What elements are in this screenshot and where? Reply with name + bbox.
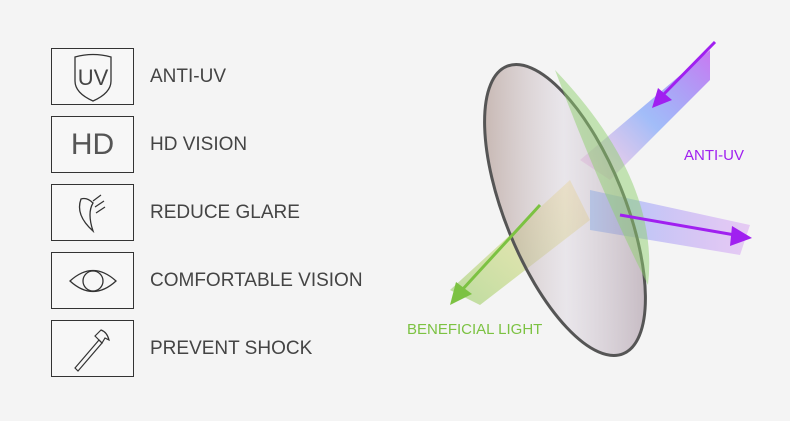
anti-uv-label: ANTI-UV: [684, 147, 744, 164]
feature-label: COMFORTABLE VISION: [150, 270, 363, 291]
eye-icon: [68, 269, 117, 292]
uv-shield-icon: UV: [73, 53, 112, 102]
beneficial-light-label: BENEFICIAL LIGHT: [407, 321, 543, 338]
feature-box-reduce-glare: [51, 184, 134, 241]
beneficial-light-arrowhead-icon: [450, 282, 472, 305]
uv-incoming-arrow-line: [658, 40, 717, 100]
lens-coating: [555, 70, 650, 285]
feature-box-comfortable: [51, 252, 134, 309]
hd-icon: HD: [70, 127, 115, 161]
feature-label: PREVENT SHOCK: [150, 338, 313, 359]
feature-box-anti-uv: UV: [51, 48, 134, 105]
lens-diagram: [450, 40, 752, 357]
feature-label: ANTI-UV: [150, 66, 226, 87]
feature-box-prevent-shock: [51, 320, 134, 377]
feature-box-hd: HD: [51, 116, 134, 173]
uv-reflected-arrowhead-icon: [730, 226, 752, 246]
svg-text:UV: UV: [77, 65, 108, 90]
hammer-icon: [73, 328, 110, 372]
reduce-glare-icon: [78, 194, 105, 233]
uv-incoming-arrowhead-icon: [652, 88, 672, 108]
uv-reflected-arrow-line: [619, 213, 736, 237]
beneficial-light-arrow-line: [460, 203, 542, 292]
feature-label: HD VISION: [150, 134, 248, 155]
feature-label: REDUCE GLARE: [150, 202, 300, 223]
